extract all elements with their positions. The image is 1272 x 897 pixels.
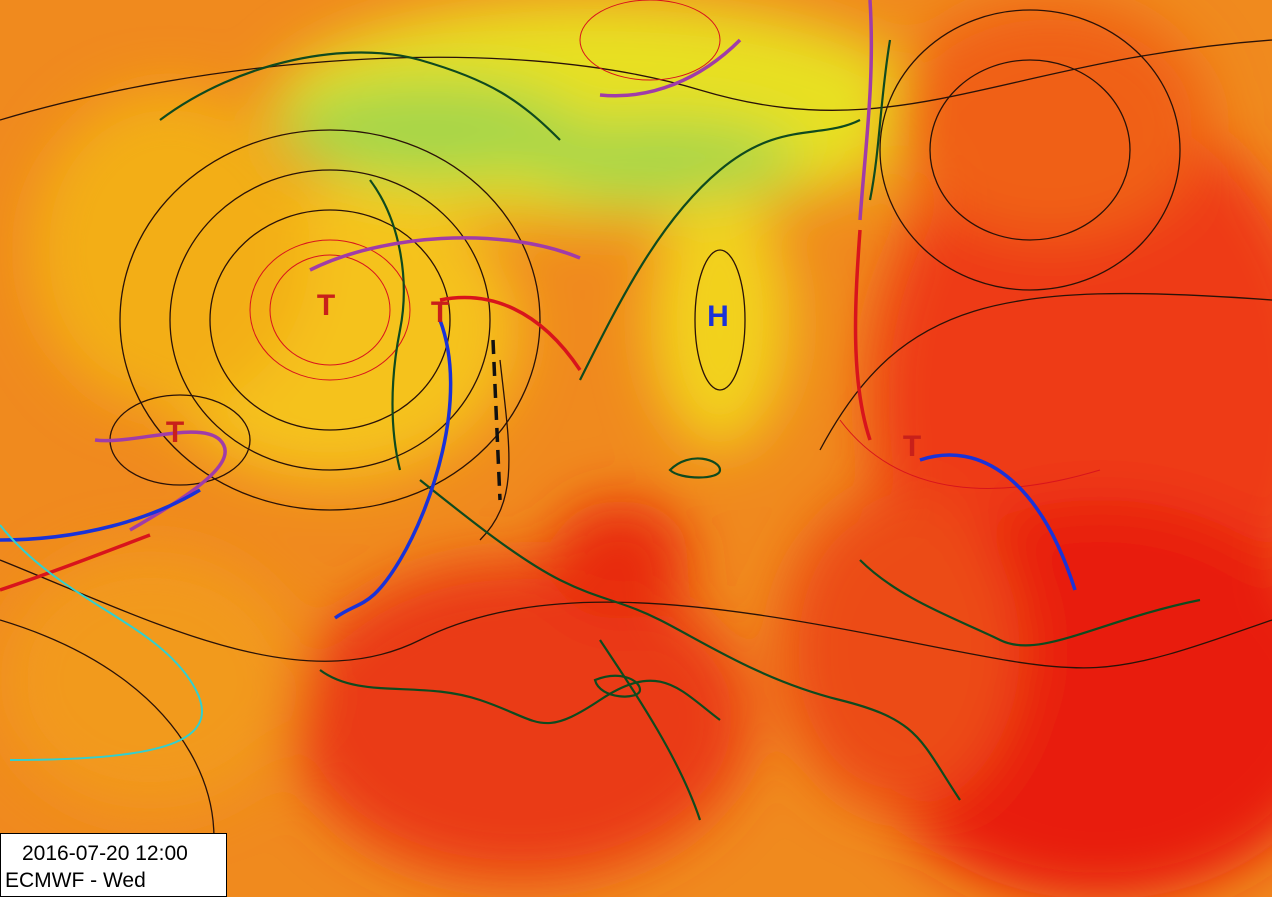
coastlines bbox=[159, 39, 1201, 821]
pressure-centers: T T T H T bbox=[166, 289, 921, 463]
pressure-center-label: T bbox=[903, 430, 921, 463]
pressure-center-label: H bbox=[707, 300, 729, 333]
timestamp: 2016-07-20 12:00 bbox=[22, 842, 188, 865]
pressure-center-label: T bbox=[166, 416, 184, 449]
pressure-center-label: T bbox=[317, 289, 335, 322]
fronts bbox=[0, 0, 1077, 761]
info-box bbox=[0, 833, 227, 897]
model-day: ECMWF - Wed bbox=[5, 869, 146, 892]
pressure-center-label: T bbox=[431, 296, 449, 329]
